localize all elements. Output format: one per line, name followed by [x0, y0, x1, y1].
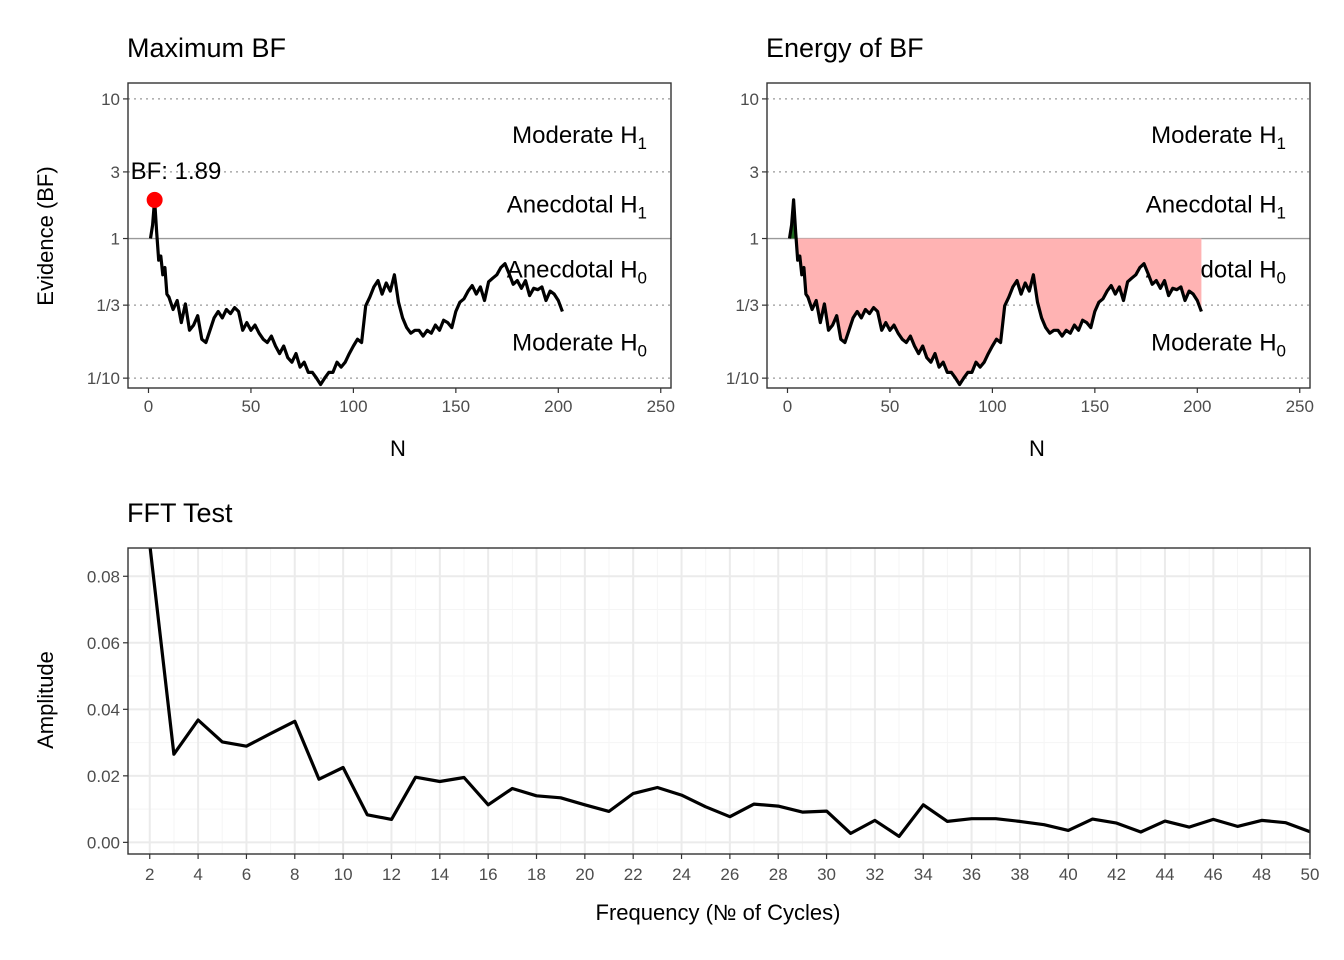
max-bf-xlabel: N — [390, 436, 406, 461]
fft-xtick-label: 18 — [527, 865, 546, 884]
fft-xtick-label: 16 — [479, 865, 498, 884]
fft-xtick-label: 34 — [914, 865, 933, 884]
max-bf-line — [148, 198, 564, 387]
fft-xtick-label: 8 — [290, 865, 299, 884]
energy-bf-ytick-label: 1 — [750, 230, 759, 249]
fft-xtick-label: 4 — [193, 865, 202, 884]
max-bf-xtick-label: 250 — [647, 397, 675, 416]
fft-panel: 0.000.020.040.060.082 4 6 8 10 12 14 16 18 20 22 24… — [87, 547, 1320, 884]
max-bf-zone-label: Anecdotal H1 — [507, 192, 647, 223]
fft-xtick-label: 22 — [624, 865, 643, 884]
fft-xtick-label: 48 — [1252, 865, 1271, 884]
energy-bf-xtick-label: 0 — [783, 397, 792, 416]
energy-bf-zone-label: Moderate H0 — [1151, 330, 1286, 361]
fft-xtick-label: 28 — [769, 865, 788, 884]
energy-bf-line — [787, 198, 1203, 387]
fft-xtick-label: 26 — [720, 865, 739, 884]
title-max-bf: Maximum BF — [127, 33, 286, 63]
max-bf-point — [146, 191, 163, 208]
fft-ytick-label: 0.02 — [87, 767, 120, 786]
fft-line — [148, 548, 1310, 839]
energy-bf-xlabel: N — [1029, 436, 1045, 461]
max-bf-zone-label: Anecdotal H0 — [507, 257, 647, 288]
fft-xtick-label: 24 — [672, 865, 691, 884]
energy-bf-ytick-label: 10 — [740, 90, 759, 109]
energy-bf-ytick-label: 1/10 — [726, 369, 759, 388]
energy-bf-xtick-label: 100 — [978, 397, 1006, 416]
fft-border — [127, 547, 1311, 855]
fft-xtick-label: 42 — [1107, 865, 1126, 884]
energy-area-h0 — [789, 238, 1202, 385]
fft-xlabel: Frequency (№ of Cycles) — [596, 900, 841, 925]
energy-area-h1 — [789, 199, 1202, 239]
max-bf-ytick-label: 10 — [101, 90, 120, 109]
fft-xtick-label: 50 — [1301, 865, 1320, 884]
fft-xtick-label: 46 — [1204, 865, 1223, 884]
title-fft: FFT Test — [127, 498, 233, 528]
fft-xtick-label: 2 — [145, 865, 154, 884]
max-bf-annotation: BF: 1.89 — [131, 158, 222, 185]
energy-bf-ytick-label: 1/3 — [735, 296, 759, 315]
max-bf-panel: Moderate H1 Anecdotal H1 Anecdotal H0 Moder… — [87, 82, 675, 416]
fft-xtick-label: 40 — [1059, 865, 1078, 884]
energy-bf-xtick-label: 150 — [1081, 397, 1109, 416]
fft-xtick-label: 44 — [1156, 865, 1175, 884]
max-bf-ytick-label: 1 — [111, 230, 120, 249]
fft-ylabel: Amplitude — [33, 651, 58, 749]
energy-bf-xtick-label: 50 — [880, 397, 899, 416]
max-bf-ytick-label: 3 — [111, 163, 120, 182]
fft-ytick-label: 0.04 — [87, 700, 120, 719]
fft-xtick-label: 20 — [575, 865, 594, 884]
energy-bf-xtick-label: 200 — [1183, 397, 1211, 416]
max-bf-xtick-label: 100 — [339, 397, 367, 416]
fft-xtick-label: 36 — [962, 865, 981, 884]
fft-xtick-label: 32 — [865, 865, 884, 884]
fft-ytick-label: 0.00 — [87, 833, 120, 852]
fft-ytick-label: 0.06 — [87, 634, 120, 653]
energy-bf-xtick-label: 250 — [1286, 397, 1314, 416]
fft-xtick-label: 14 — [430, 865, 449, 884]
max-bf-xtick-label: 200 — [544, 397, 572, 416]
bf-ylabel: Evidence (BF) — [33, 166, 58, 305]
title-energy-bf: Energy of BF — [766, 33, 924, 63]
fft-xtick-label: 6 — [242, 865, 251, 884]
max-bf-zone-label: Moderate H1 — [512, 122, 647, 153]
energy-bf-zone-label: Moderate H1 — [1151, 122, 1286, 153]
fft-xtick-label: 30 — [817, 865, 836, 884]
fft-ytick-label: 0.08 — [87, 567, 120, 586]
max-bf-xtick-label: 50 — [241, 397, 260, 416]
energy-bf-ytick-label: 3 — [750, 163, 759, 182]
energy-bf-border — [766, 82, 1311, 389]
max-bf-xtick-label: 0 — [144, 397, 153, 416]
max-bf-ytick-label: 1/10 — [87, 369, 120, 388]
fft-xtick-label: 10 — [334, 865, 353, 884]
max-bf-ytick-label: 1/3 — [96, 296, 120, 315]
energy-bf-zone-label: Anecdotal H1 — [1146, 192, 1286, 223]
max-bf-zone-label: Moderate H0 — [512, 330, 647, 361]
fft-xtick-label: 12 — [382, 865, 401, 884]
fft-xtick-label: 38 — [1010, 865, 1029, 884]
max-bf-xtick-label: 150 — [442, 397, 470, 416]
max-bf-border — [127, 82, 672, 389]
